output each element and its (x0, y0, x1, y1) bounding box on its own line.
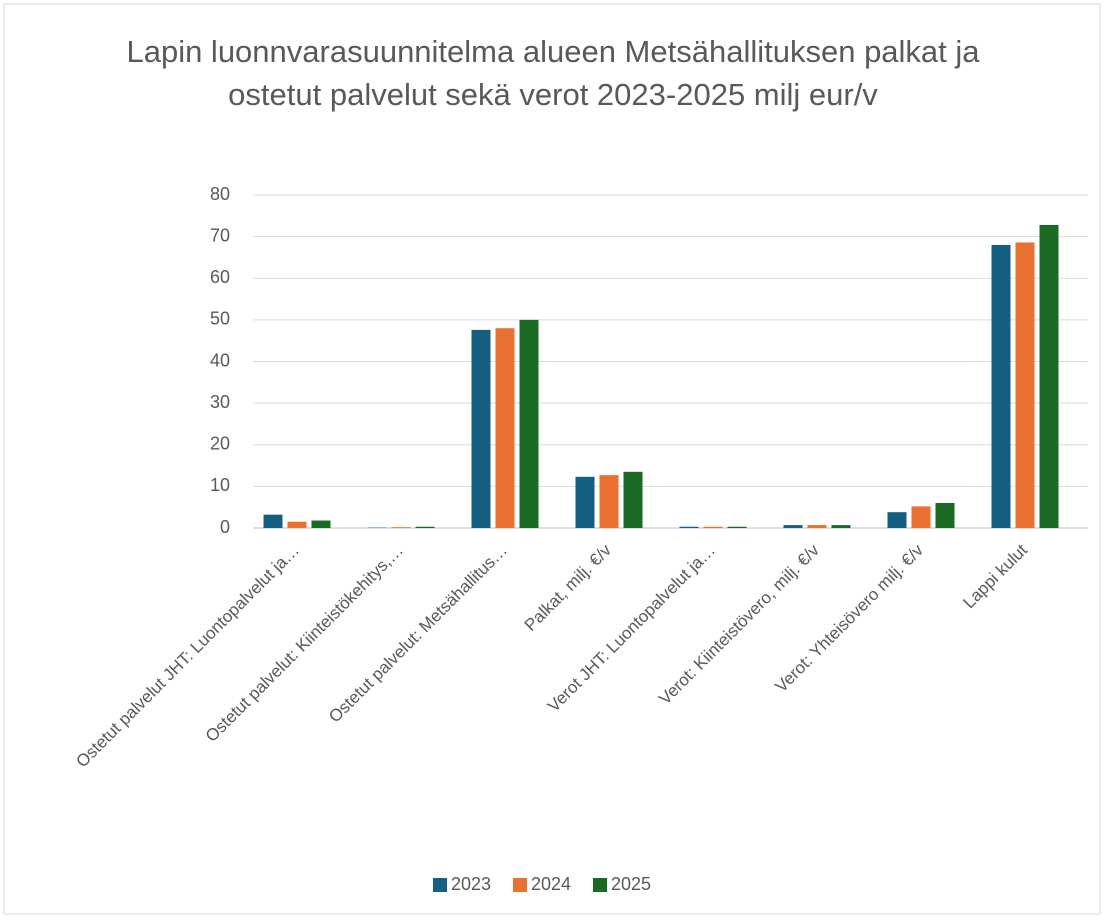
y-tick-label: 40 (210, 350, 230, 370)
bar (679, 526, 699, 528)
bar (495, 328, 515, 528)
y-tick-label: 10 (210, 475, 230, 495)
bar (1015, 242, 1035, 528)
bar (263, 514, 283, 528)
bar (391, 527, 411, 528)
bar (519, 319, 539, 528)
chart-title: Lapin luonnvarasuunnitelma alueen Metsäh… (126, 34, 980, 112)
bar (415, 526, 435, 528)
bar (599, 475, 619, 528)
y-tick-label: 50 (210, 309, 230, 329)
legend-label: 2023 (451, 874, 491, 894)
chart-frame (3, 3, 1101, 915)
bar (783, 525, 803, 528)
bar (1039, 224, 1059, 528)
bar (831, 525, 851, 528)
y-tick-label: 20 (210, 434, 230, 454)
y-tick-label: 80 (210, 184, 230, 204)
y-tick-label: 0 (220, 517, 230, 537)
bar (887, 512, 907, 528)
bar (471, 329, 491, 528)
y-tick-label: 60 (210, 267, 230, 287)
bar (623, 471, 643, 528)
legend-label: 2024 (531, 874, 571, 894)
y-tick-label: 30 (210, 392, 230, 412)
legend-swatch (593, 878, 607, 892)
bar (287, 521, 307, 528)
bar (935, 503, 955, 528)
y-tick-label: 70 (210, 225, 230, 245)
bar (991, 244, 1011, 528)
bar (575, 476, 595, 528)
bar (807, 525, 827, 528)
bar (911, 506, 931, 528)
legend-label: 2025 (611, 874, 651, 894)
bar (703, 526, 723, 528)
legend-swatch (513, 878, 527, 892)
bar (311, 520, 331, 528)
legend-swatch (433, 878, 447, 892)
bar (727, 526, 747, 528)
